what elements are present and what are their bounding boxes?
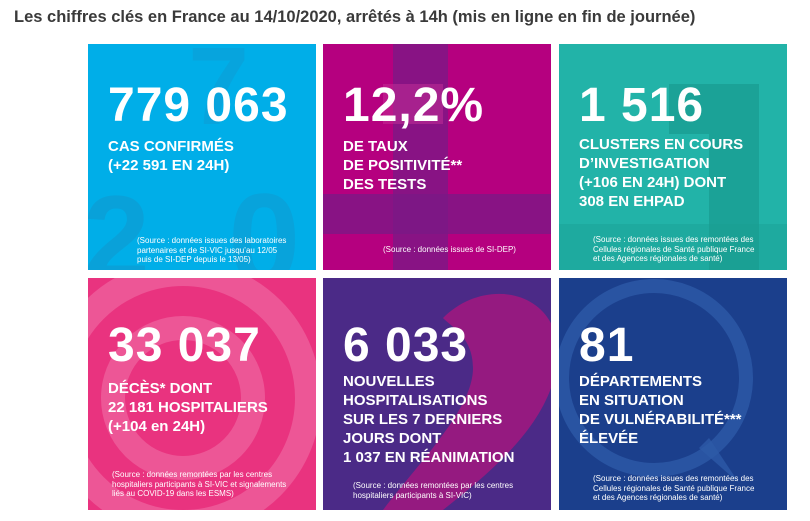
hospitalizations-value: 6 033 [343, 319, 469, 372]
deaths-value: 33 037 [108, 319, 261, 372]
clusters-tile: 1 516 CLUSTERS EN COURS D’INVESTIGATION … [559, 44, 787, 270]
deaths-source: (Source : données remontées par les cent… [112, 470, 287, 498]
positivity-rate-tile: 12,2% DE TAUX DE POSITIVITÉ** DES TESTS … [323, 44, 551, 270]
cases-label: CAS CONFIRMÉS (+22 591 EN 24H) [108, 138, 234, 174]
heart-decoration-icon [383, 294, 551, 510]
clusters-source: (Source : données issues des remontées d… [593, 235, 755, 263]
plus-sign-decoration-icon [323, 44, 551, 270]
svg-text:0: 0 [228, 166, 300, 270]
departments-value: 81 [579, 319, 635, 372]
svg-text:2: 2 [88, 171, 150, 270]
digits-decoration-icon: 2 7 0 [88, 44, 300, 270]
positivity-source: (Source : données issues de SI-DEP) [383, 245, 516, 254]
departments-source: (Source : données issues des remontées d… [593, 474, 755, 502]
departments-label: DÉPARTEMENTS EN SITUATION DE VULNÉRABILI… [579, 373, 742, 447]
confirmed-cases-tile: 2 7 0 779 063 CAS CONFIRMÉS (+22 591 EN … [88, 44, 316, 270]
hospitalizations-label: NOUVELLES HOSPITALISATIONS SUR LES 7 DER… [343, 373, 515, 466]
deaths-label: DÉCÈS* DONT 22 181 HOSPITALIERS (+104 en… [108, 380, 268, 435]
positivity-value: 12,2% [343, 79, 485, 132]
cases-source: (Source : données issues des laboratoire… [137, 236, 287, 264]
clusters-value: 1 516 [579, 79, 705, 132]
departments-tile: 81 DÉPARTEMENTS EN SITUATION DE VULNÉRAB… [559, 278, 787, 510]
clusters-label: CLUSTERS EN COURS D’INVESTIGATION (+106 … [579, 136, 744, 210]
positivity-label: DE TAUX DE POSITIVITÉ** DES TESTS [343, 138, 463, 193]
deaths-tile: 33 037 DÉCÈS* DONT 22 181 HOSPITALIERS (… [88, 278, 316, 510]
page-title: Les chiffres clés en France au 14/10/202… [14, 8, 696, 26]
speech-bubble-decoration-icon [559, 279, 753, 483]
hospitalizations-tile: 6 033 NOUVELLES HOSPITALISATIONS SUR LES… [323, 278, 551, 510]
svg-text:7: 7 [188, 44, 249, 148]
clusters-decoration-icon [559, 84, 787, 270]
cases-value: 779 063 [108, 79, 289, 132]
hospitalizations-source: (Source : données remontées par les cent… [353, 481, 514, 500]
target-circles-decoration-icon [88, 278, 316, 510]
